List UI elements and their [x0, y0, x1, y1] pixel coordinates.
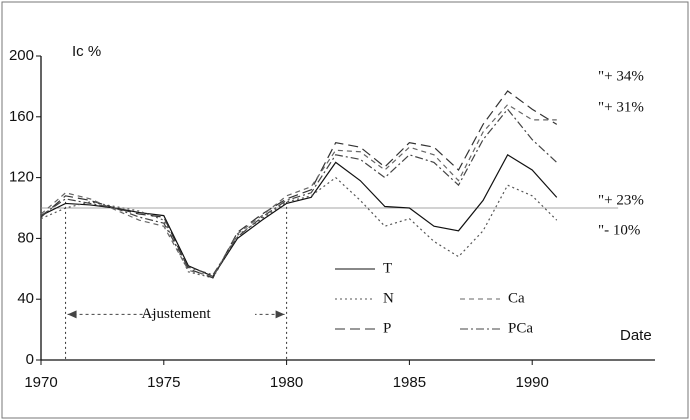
- annotation-bg: [155, 304, 255, 325]
- x-tick-label: 1970: [24, 374, 57, 391]
- annotation: "- 10%: [598, 222, 640, 238]
- annotation: Ajustement: [142, 306, 212, 322]
- arrow-head: [275, 310, 285, 319]
- legend-label: T: [383, 260, 392, 276]
- y-tick-label: 200: [9, 47, 34, 64]
- legend-label: PCa: [508, 320, 533, 336]
- annotation: "+ 31%: [598, 99, 644, 115]
- y-tick-label: 80: [17, 229, 34, 246]
- legend-label: Ca: [508, 290, 525, 306]
- x-tick-label: 1975: [147, 374, 180, 391]
- legend-label: N: [383, 290, 394, 306]
- legend-label: P: [383, 320, 391, 336]
- x-tick-label: 1985: [393, 374, 426, 391]
- x-tick-label: 1990: [516, 374, 549, 391]
- series-line: [40, 103, 557, 278]
- series-line: [40, 108, 558, 276]
- series-line: [40, 153, 558, 278]
- y-tick-label: 40: [17, 290, 34, 307]
- y-axis-label: Ic %: [72, 43, 101, 60]
- annotation: "+ 34%: [598, 68, 644, 84]
- series-line: [40, 90, 558, 279]
- series-line: [40, 176, 558, 279]
- y-tick-label: 120: [9, 169, 34, 186]
- x-axis-label: Date: [620, 327, 652, 344]
- y-tick-label: 0: [26, 351, 34, 368]
- arrow-head: [67, 310, 77, 319]
- annotation: "+ 23%: [598, 192, 644, 208]
- x-tick-label: 1980: [270, 374, 303, 391]
- y-tick-label: 160: [9, 108, 34, 125]
